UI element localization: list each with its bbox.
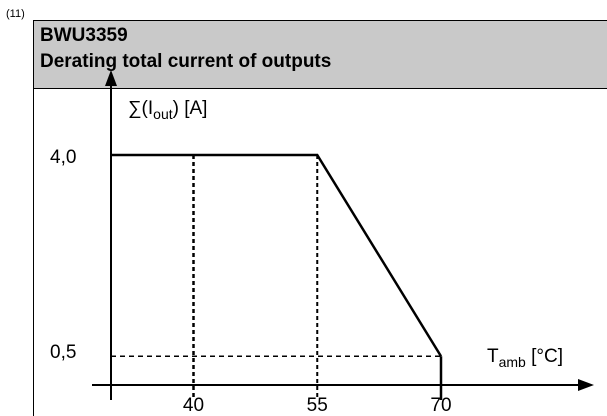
chart-title-description: Derating total current of outputs [40,51,332,72]
series-line [111,153,443,357]
chart-title-device: BWU3359 [40,25,128,46]
y-tick-label-4-0: 4,0 [50,147,76,168]
footnote-marker: (11) [6,8,25,20]
chart-frame: BWU3359 Derating total current of output… [33,20,607,416]
x-tick-label-70: 70 [430,395,451,416]
x-axis-arrow [578,379,594,391]
chart-header: BWU3359 Derating total current of output… [34,21,607,89]
x-tick-label-55: 55 [307,395,328,416]
x-tick-label-40: 40 [183,395,204,416]
x-axis-label: Tamb [°C] [487,346,563,370]
y-axis-arrow [105,70,117,86]
y-axis-label: ∑(Iout) [A] [128,98,207,122]
y-tick-label-0-5: 0,5 [50,342,76,363]
